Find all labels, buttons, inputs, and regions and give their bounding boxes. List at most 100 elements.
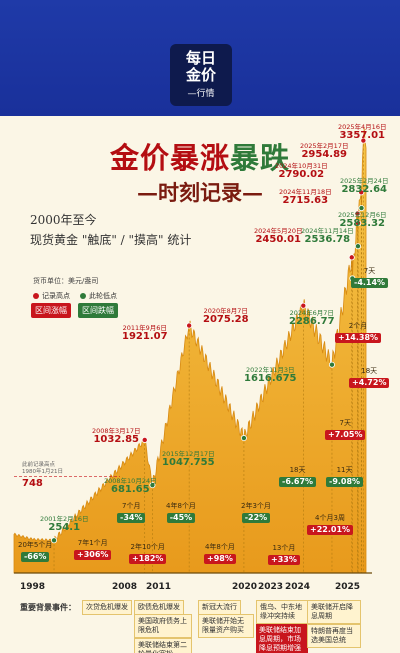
interval-gap: 7个月 — [122, 502, 141, 510]
peak-dot — [355, 220, 362, 227]
trough-dot — [354, 243, 361, 250]
interval-box: 4年8个月 -45% — [166, 502, 196, 524]
event-item: 美联储开始无限量资产购买 — [198, 614, 254, 638]
legend-trough-label: 此轮低点 — [89, 292, 117, 300]
trough-value: 1047.755 — [162, 456, 215, 468]
trough-value: 1616.675 — [244, 372, 297, 384]
interval-change: +22.01% — [307, 524, 354, 536]
interval-box: 11天 -9.08% — [326, 466, 364, 488]
x-tick: 2008 — [112, 582, 138, 592]
interval-box: 2年10个月 +182% — [129, 543, 167, 565]
event-item: 次贷危机爆发 — [82, 600, 132, 615]
interval-box: 7个月 -34% — [117, 502, 146, 524]
peak-value: 1921.07 — [122, 330, 168, 342]
interval-gap: 4年8个月 — [204, 543, 235, 551]
interval-gap: 20年5个月 — [18, 541, 53, 549]
title-part1: 金价 — [109, 141, 170, 175]
interval-gap: 4个月3周 — [315, 514, 345, 522]
interval-box: 18天 -6.67% — [279, 466, 317, 488]
interval-change: +182% — [129, 553, 167, 565]
trough-label: 2001年2月16日 254.1 — [40, 516, 88, 533]
peak-dot — [186, 322, 193, 329]
brand-logo: 每日 金价 —行情 — [170, 44, 232, 106]
event-item: 美联储结束第二轮量化宽松 — [134, 638, 192, 653]
interval-gap: 2个月 — [348, 322, 368, 330]
interval-box: 2年3个月 -22% — [241, 502, 271, 524]
trough-date: 2024年11月14日 — [301, 227, 354, 235]
unit-note: 货币单位：美元/盎司 — [33, 277, 99, 285]
peak-value: 2715.63 — [282, 194, 329, 206]
interval-gap: 2年10个月 — [130, 543, 165, 551]
logo-line3: —行情 — [187, 89, 215, 99]
peak-dot — [358, 189, 365, 196]
interval-gap: 18天 — [361, 367, 378, 375]
interval-gap: 7天 — [363, 267, 376, 275]
peak-date: 2024年5月20日 — [254, 227, 303, 235]
trough-value: 681.65 — [111, 483, 150, 495]
sub-title: —时刻记录— — [137, 180, 263, 205]
event-item: 特朗普再度当选美国总统 — [307, 624, 361, 648]
trough-date: 2025年2月24日 — [340, 177, 389, 185]
gold-price-area — [13, 128, 367, 574]
interval-box: 20年5个月 -66% — [18, 541, 53, 563]
peak-label: 2008年3月17日 1032.85 — [92, 428, 140, 445]
interval-change: -66% — [20, 551, 50, 563]
peak-date: 2020年8月7日 — [203, 307, 248, 315]
peak-label: 2011年9月6日 1921.07 — [122, 325, 168, 342]
interval-box: 2个月 +14.38% — [335, 322, 382, 344]
interval-change: +14.38% — [335, 332, 382, 344]
interval-gap: 13个月 — [272, 544, 296, 552]
record-note: 此前记录高点 1980年1月21日 — [22, 462, 63, 476]
peak-label: 2025年4月16日 3357.01 — [338, 124, 386, 141]
interval-box: 18天 +4.72% — [349, 367, 390, 389]
interval-gap: 7年1个月 — [77, 539, 108, 547]
x-tick: 2025 — [335, 582, 361, 592]
x-tick: 2023 — [258, 582, 284, 592]
trough-dot — [358, 205, 365, 212]
interval-change: -9.08% — [326, 476, 364, 488]
top-banner: 每日 金价 —行情 — [0, 0, 400, 116]
peak-label: 2024年5月20日 2450.01 — [254, 228, 302, 245]
peak-dot — [141, 436, 148, 443]
logo-line2: 金价 — [185, 66, 216, 84]
intro-line2: 现货黄金 "触底" / "摸高" 统计 — [30, 233, 192, 247]
trough-date: 2015年12月17日 — [162, 450, 215, 458]
x-tick: 2011 — [146, 582, 172, 592]
interval-box: 4年8个月 +98% — [204, 543, 236, 565]
trough-label: 2025年2月24日 2832.64 — [340, 178, 388, 195]
x-tick: 2020 — [232, 582, 258, 592]
peak-value: 2075.28 — [203, 313, 249, 325]
event-item: 美国政府债务上限危机 — [134, 614, 192, 638]
peak-value: 2954.89 — [301, 148, 347, 160]
peak-label: 2025年2月17日 2954.89 — [300, 143, 348, 160]
peak-dot — [360, 137, 367, 144]
red-dot-icon — [33, 293, 39, 299]
peak-value: 2450.01 — [255, 233, 301, 245]
legend-peak-label: 记录高点 — [42, 292, 70, 300]
peak-label: 2020年8月7日 2075.28 — [203, 308, 249, 325]
trough-dot — [328, 361, 335, 368]
intro-text: 2000年至今 现货黄金 "触底" / "摸高" 统计 — [30, 210, 191, 250]
logo-line1: 每日 — [185, 49, 216, 67]
trough-label: 2008年10月24日 681.65 — [104, 478, 157, 495]
trough-date: 2024年6月7日 — [289, 309, 334, 317]
peak-dot — [348, 254, 355, 261]
interval-change: -34% — [117, 512, 146, 524]
trough-value: 254.1 — [48, 521, 81, 533]
trough-dot — [240, 435, 247, 442]
interval-change: +7.05% — [325, 429, 366, 441]
intro-line1: 2000年至今 — [30, 213, 97, 227]
peak-date: 2025年4月16日 — [338, 123, 387, 131]
event-item: 美联储开启降息周期 — [307, 600, 361, 624]
event-item: 欧债危机爆发 — [134, 600, 184, 615]
interval-box: 7天 -4.14% — [351, 267, 389, 289]
title-part2: 暴涨 — [169, 141, 230, 175]
trough-value: 2832.64 — [341, 183, 387, 195]
event-item: 俄乌、中东地缘冲突持续 — [256, 600, 310, 624]
trough-label: 2015年12月17日 1047.755 — [162, 451, 215, 468]
interval-gap: 4年8个月 — [166, 502, 196, 510]
legend-fall: 区间跌幅 — [78, 303, 118, 318]
trough-value: 2286.77 — [289, 315, 335, 327]
x-tick: 1998 — [20, 582, 46, 592]
